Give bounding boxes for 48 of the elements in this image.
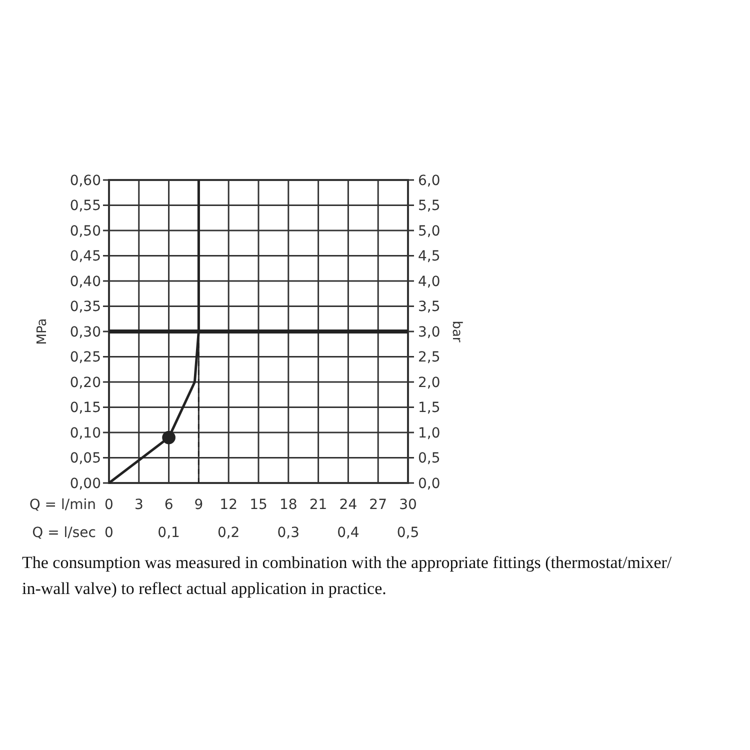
y2-axis-title: bar <box>449 320 464 343</box>
x2-tick-label: 0 <box>104 525 114 541</box>
x2-axis-title: Q = l/sec <box>32 525 96 541</box>
y-tick-label: 0,30 <box>70 324 101 340</box>
x2-tick-label: 0,5 <box>396 525 420 541</box>
y-tick-label: 0,05 <box>70 450 101 467</box>
y-tick-label: 0,40 <box>70 274 101 290</box>
x-tick-label: 24 <box>339 497 358 513</box>
y-tick-label: 0,10 <box>70 425 101 442</box>
x-tick-label: 9 <box>194 497 204 513</box>
x-tick-label: 6 <box>164 497 174 513</box>
x-tick-label: 3 <box>134 497 144 513</box>
x-tick-label: 15 <box>250 497 268 513</box>
y2-tick-label: 5,0 <box>418 223 440 240</box>
y2-tick-label: 5,5 <box>418 198 440 214</box>
y-tick-label: 0,25 <box>70 350 101 366</box>
y2-tick-label: 2,5 <box>418 350 440 366</box>
y2-tick-label: 0,0 <box>418 476 440 492</box>
y2-tick-label: 4,0 <box>418 274 440 290</box>
x-axis-title: Q = l/min <box>29 497 96 513</box>
x-tick-label: 18 <box>279 497 298 513</box>
x-tick-label: 0 <box>104 497 114 513</box>
y-tick-label: 0,15 <box>70 400 101 416</box>
y2-tick-label: 3,0 <box>418 324 440 340</box>
y2-tick-label: 1,0 <box>418 425 440 442</box>
x2-tick-label: 0,1 <box>158 525 180 541</box>
y-tick-label: 0,35 <box>70 299 101 316</box>
y2-tick-label: 3,5 <box>418 299 440 316</box>
y2-tick-label: 0,5 <box>418 450 440 467</box>
x2-tick-label: 0,3 <box>277 525 300 541</box>
x-tick-label: 30 <box>399 497 417 513</box>
x-tick-label: 21 <box>309 497 328 513</box>
y-axis-title: MPa <box>35 318 50 345</box>
x2-tick-label: 0,4 <box>337 525 360 541</box>
y-tick-label: 0,45 <box>70 248 101 265</box>
y-tick-label: 0,00 <box>70 476 101 492</box>
y-tick-label: 0,20 <box>70 374 101 391</box>
y2-tick-label: 4,5 <box>418 248 440 265</box>
x-tick-label: 27 <box>369 497 388 513</box>
y2-tick-label: 6,0 <box>418 172 440 189</box>
y-tick-label: 0,60 <box>70 172 101 189</box>
y-tick-label: 0,55 <box>70 198 101 214</box>
x2-tick-label: 0,2 <box>217 525 240 541</box>
y2-tick-label: 2,0 <box>418 374 440 391</box>
x-tick-label: 12 <box>220 497 238 513</box>
y2-tick-label: 1,5 <box>418 400 440 416</box>
y-tick-label: 0,50 <box>70 223 101 240</box>
text: The consumption was measured in combination with the appropriate fittings (thermostat/mixer/in-wall valve) to reflect actual application in practice. <box>22 553 672 598</box>
